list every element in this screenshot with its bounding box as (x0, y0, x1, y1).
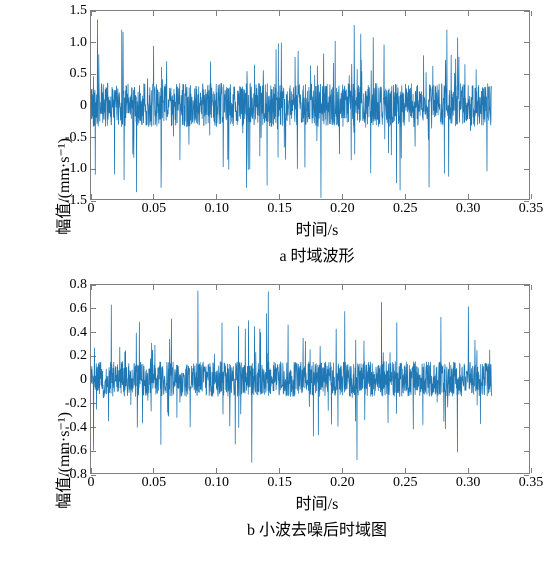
ytick-label: -1.0 (65, 161, 87, 177)
figure-root: 幅值/(mm·s⁻¹) 00.050.100.150.200.250.300.3… (10, 10, 544, 540)
xtick-label: 0.15 (267, 475, 292, 491)
ylabel-a: 幅值/(mm·s⁻¹) (50, 138, 74, 235)
subcaption-b: b 小波去噪后时域图 (90, 516, 544, 540)
ytick-label: 0.6 (70, 301, 88, 317)
ytick-label: -0.8 (65, 467, 87, 483)
xtick-label: 0.30 (456, 201, 481, 217)
waveform-b (91, 285, 529, 473)
xtick-label: 0.20 (330, 475, 355, 491)
ytick-label: -0.6 (65, 443, 87, 459)
xtick-label: 0.05 (142, 475, 167, 491)
ytick-label: 0 (80, 98, 87, 114)
xlabel-b: 时间/s (90, 490, 544, 514)
waveform-a (91, 11, 529, 199)
xtick-label: 0.05 (142, 201, 167, 217)
ytick-label: -1.5 (65, 193, 87, 209)
xtick-label: 0.15 (267, 201, 292, 217)
ytick-label: 0.4 (70, 325, 88, 341)
xtick-label: 0 (88, 201, 95, 217)
xtick-label: 0.25 (393, 201, 418, 217)
ytick-label: -0.5 (65, 130, 87, 146)
ytick-label: 1.0 (70, 35, 88, 51)
plot-area-a: 00.050.100.150.200.250.300.35-1.5-1.0-0.… (90, 10, 530, 200)
xtick-label: 0.25 (393, 475, 418, 491)
xtick-label: 0 (88, 475, 95, 491)
ytick-label: 0 (80, 372, 87, 388)
xtick-label: 0.30 (456, 475, 481, 491)
ytick-label: 0.2 (70, 348, 88, 364)
panel-a: 幅值/(mm·s⁻¹) 00.050.100.150.200.250.300.3… (10, 10, 544, 266)
plot-area-b: 00.050.100.150.200.250.300.35-0.8-0.6-0.… (90, 284, 530, 474)
xtick-label: 0.20 (330, 201, 355, 217)
subcaption-a: a 时域波形 (90, 242, 544, 266)
ytick-label: 1.5 (70, 3, 88, 19)
panel-b: 幅值/(mm·s⁻¹) 00.050.100.150.200.250.300.3… (10, 284, 544, 540)
xtick-label: 0.10 (204, 475, 229, 491)
xlabel-a: 时间/s (90, 216, 544, 240)
xtick-label: 0.35 (519, 201, 544, 217)
xtick-label: 0.10 (204, 201, 229, 217)
ytick-label: 0.5 (70, 66, 88, 82)
ytick-label: -0.4 (65, 420, 87, 436)
ytick-label: 0.8 (70, 277, 88, 293)
xtick-label: 0.35 (519, 475, 544, 491)
ytick-label: -0.2 (65, 396, 87, 412)
